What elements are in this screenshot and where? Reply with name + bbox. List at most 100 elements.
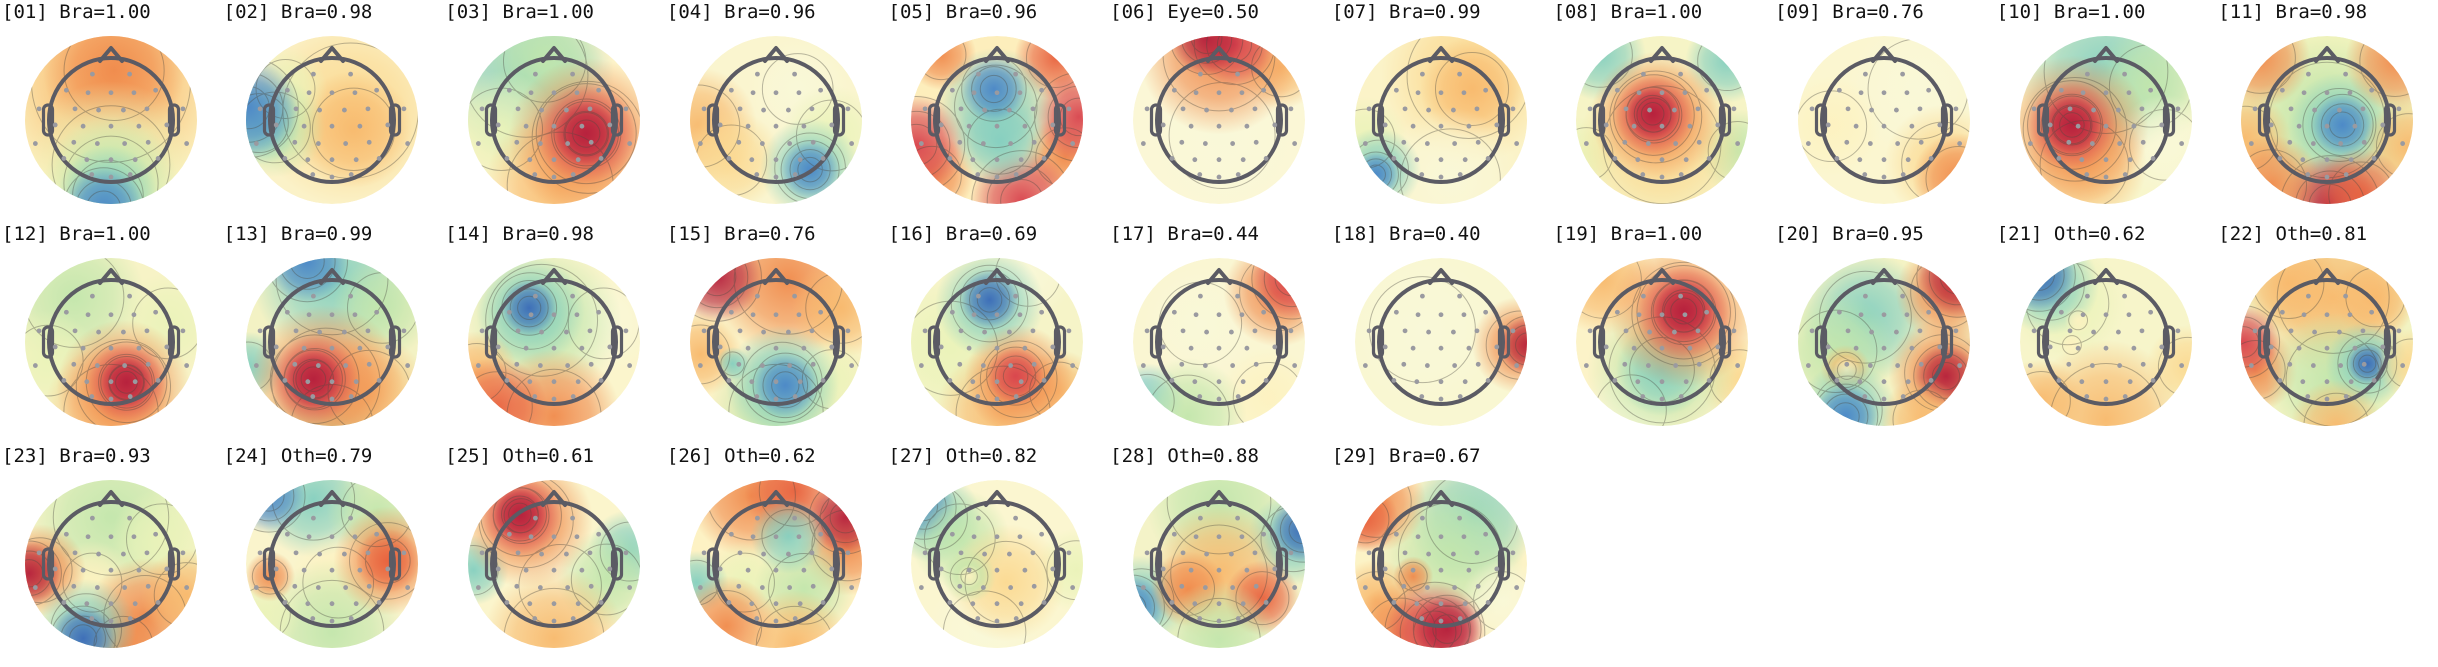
component-cell: [29] Bra=0.67 [1330, 444, 1552, 666]
head-outline [1371, 490, 1510, 628]
ear-left [1371, 325, 1384, 359]
ear-right [1275, 325, 1289, 359]
nose [2314, 268, 2341, 285]
head-outline [1371, 46, 1510, 184]
contour-lines [468, 263, 640, 426]
electrode-dots [2027, 293, 2184, 402]
head-outline [484, 490, 624, 628]
head-circle [711, 500, 840, 628]
field-blobs [1132, 480, 1305, 648]
head-circle [1376, 278, 1505, 406]
head-outline [263, 268, 402, 406]
head-circle [1154, 56, 1283, 184]
nose [97, 268, 124, 285]
head-outline [2258, 268, 2397, 406]
electrode-dots [476, 293, 633, 402]
ear-left [928, 103, 941, 137]
ear-left [706, 103, 719, 137]
ear-right [2162, 103, 2175, 137]
contour-lines [468, 36, 641, 204]
component-cell: [27] Oth=0.82 [887, 444, 1109, 666]
electrode-dots [254, 515, 411, 624]
field-blobs [468, 480, 641, 648]
nose [762, 46, 789, 63]
electrode-dots [919, 71, 1076, 180]
ear-left [1149, 325, 1163, 359]
topomap [2019, 36, 2192, 204]
head-outline [2258, 46, 2397, 184]
topomap [246, 480, 419, 648]
component-label: [11] Bra=0.98 [2218, 1, 2368, 23]
nose [1649, 46, 1676, 63]
ear-left [928, 325, 941, 359]
head-outline [1149, 268, 1289, 406]
head-circle [1376, 56, 1505, 184]
field-blobs [2019, 258, 2192, 426]
component-cell: [04] Bra=0.96 [665, 0, 887, 222]
ear-left [2036, 103, 2049, 137]
nose [1870, 268, 1897, 285]
ear-right [1054, 103, 1067, 137]
head-circle [1598, 56, 1727, 184]
topomap [1576, 36, 1749, 204]
topomap [2241, 36, 2414, 204]
head-circle [2263, 56, 2392, 184]
topomap [24, 36, 197, 204]
head-circle [1154, 500, 1283, 628]
component-label: [14] Bra=0.98 [445, 223, 594, 245]
head-outline [484, 268, 624, 406]
component-label: [13] Bra=0.99 [223, 223, 373, 245]
ear-right [389, 325, 402, 359]
head-circle [46, 56, 175, 184]
head-circle [2041, 278, 2170, 406]
nose [319, 268, 346, 285]
ear-left [706, 325, 719, 359]
electrode-dots [1584, 293, 1741, 402]
ear-right [1497, 325, 1510, 359]
component-label: [21] Oth=0.62 [1996, 223, 2146, 245]
nose [1427, 490, 1454, 507]
nose [1649, 268, 1676, 285]
component-label: [09] Bra=0.76 [1775, 1, 1924, 23]
head-outline [1814, 268, 1953, 406]
component-cell: [15] Bra=0.76 [665, 222, 887, 444]
ear-right [1719, 325, 1732, 359]
ear-left [2036, 325, 2049, 359]
contour-lines [24, 480, 197, 648]
component-cell: [16] Bra=0.69 [887, 222, 1109, 444]
ear-right [1940, 103, 1953, 137]
ear-right [389, 547, 402, 581]
component-cell: [14] Bra=0.98 [443, 222, 665, 444]
nose [2092, 268, 2119, 285]
ear-left [2258, 103, 2271, 137]
ear-left [1593, 103, 1606, 137]
topomap [1132, 36, 1305, 204]
topomap [689, 258, 862, 426]
component-cell: [26] Oth=0.62 [665, 444, 887, 666]
nose [2092, 46, 2119, 63]
head-outline [928, 490, 1067, 628]
ear-right [2384, 325, 2397, 359]
component-cell: [06] Eye=0.50 [1108, 0, 1330, 222]
component-cell: [28] Oth=0.88 [1108, 444, 1330, 666]
ear-right [832, 547, 845, 581]
nose [984, 268, 1011, 285]
component-label: [27] Oth=0.82 [888, 445, 1038, 467]
ear-left [263, 325, 276, 359]
component-label: [16] Bra=0.69 [888, 223, 1038, 245]
head-outline [263, 490, 402, 628]
ear-right [167, 103, 180, 137]
component-label: [24] Oth=0.79 [223, 445, 373, 467]
head-outline [1149, 46, 1289, 184]
component-label: [17] Bra=0.44 [1110, 223, 1259, 245]
field-blobs [1576, 258, 1749, 426]
topomap [468, 258, 641, 426]
head-outline [41, 490, 180, 628]
component-cell: [21] Oth=0.62 [1995, 222, 2217, 444]
component-label: [12] Bra=1.00 [2, 223, 151, 245]
head-outline [706, 490, 845, 628]
ear-left [484, 103, 498, 137]
field-blobs [246, 480, 419, 648]
head-circle [933, 56, 1062, 184]
